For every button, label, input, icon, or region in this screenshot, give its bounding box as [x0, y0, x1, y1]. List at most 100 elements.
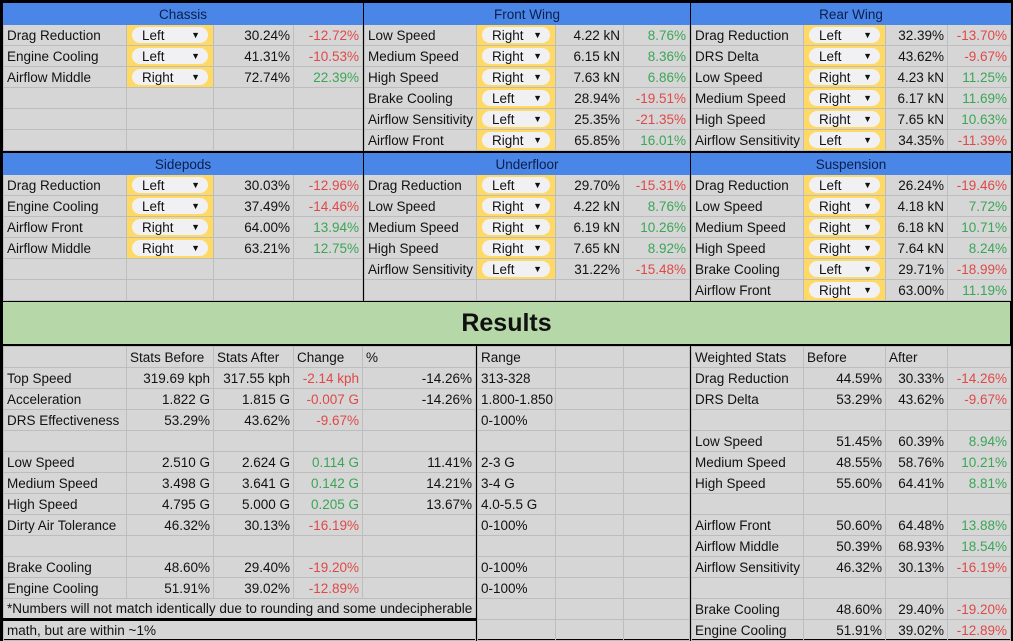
setting-label: Engine Cooling: [3, 195, 127, 217]
dropdown-arrow-icon[interactable]: ▼: [191, 50, 200, 61]
dropdown-arrow-icon[interactable]: ▼: [863, 134, 872, 145]
stats-cell: 53.29%: [126, 409, 214, 431]
panel-title: Rear Wing: [690, 3, 1012, 25]
range-cell: 0-100%: [477, 577, 556, 599]
table-row: Medium Speed Right ▼ 6.18 kN 10.71%: [691, 216, 1011, 238]
side-dropdown[interactable]: Left ▼: [476, 258, 556, 280]
table-row: Low Speed Right ▼ 4.23 kN 11.25%: [691, 66, 1012, 88]
side-dropdown[interactable]: Right ▼: [476, 24, 556, 46]
dropdown-arrow-icon[interactable]: ▼: [533, 263, 542, 274]
side-dropdown[interactable]: Right ▼: [126, 216, 214, 238]
side-dropdown[interactable]: Right ▼: [803, 237, 886, 259]
side-dropdown[interactable]: Right ▼: [476, 129, 556, 151]
empty-cell: [623, 346, 690, 368]
stats-cell: -9.67%: [293, 409, 363, 431]
side-dropdown[interactable]: Left ▼: [803, 24, 886, 46]
dropdown-arrow-icon[interactable]: ▼: [533, 200, 542, 211]
dropdown-arrow-icon[interactable]: ▼: [863, 242, 872, 253]
side-dropdown[interactable]: Right ▼: [126, 237, 214, 259]
dropdown-arrow-icon[interactable]: ▼: [533, 50, 542, 61]
dropdown-value: Right: [142, 69, 174, 85]
side-dropdown[interactable]: Right ▼: [126, 66, 214, 88]
table-row: Airflow Front Right ▼ 65.85% 16.01%: [364, 129, 691, 151]
side-dropdown[interactable]: Left ▼: [803, 45, 886, 67]
dropdown-arrow-icon[interactable]: ▼: [533, 29, 542, 40]
stats-cell: -2.14 kph: [293, 367, 363, 389]
empty-cell: [623, 430, 690, 452]
table-row: Airflow Sensitivity Left ▼ 34.35% -11.39%: [691, 129, 1012, 151]
table-row: Airflow Sensitivity 46.32% 30.13% -16.19%: [691, 556, 1011, 578]
dropdown-arrow-icon[interactable]: ▼: [533, 71, 542, 82]
dropdown-arrow-icon[interactable]: ▼: [191, 221, 200, 232]
table-row: 0-100%: [477, 409, 690, 431]
range-cell: 3-4 G: [477, 472, 556, 494]
stats-cell: 13.67%: [362, 493, 476, 515]
empty-cell: [213, 87, 294, 109]
dropdown-arrow-icon[interactable]: ▼: [863, 113, 872, 124]
side-dropdown[interactable]: Left ▼: [476, 108, 556, 130]
side-dropdown[interactable]: Right ▼: [476, 237, 556, 259]
value-cell: 31.22%: [555, 258, 624, 280]
side-dropdown[interactable]: Left ▼: [476, 174, 556, 196]
dropdown-arrow-icon[interactable]: ▼: [533, 221, 542, 232]
side-dropdown[interactable]: Right ▼: [803, 216, 886, 238]
stats-cell: [293, 535, 363, 557]
side-dropdown[interactable]: Left ▼: [126, 24, 214, 46]
side-dropdown[interactable]: Right ▼: [476, 216, 556, 238]
side-dropdown[interactable]: Right ▼: [803, 66, 886, 88]
dropdown-arrow-icon[interactable]: ▼: [191, 71, 200, 82]
side-dropdown[interactable]: Left ▼: [803, 174, 886, 196]
dropdown-arrow-icon[interactable]: ▼: [533, 134, 542, 145]
weighted-cell: [885, 493, 948, 515]
weighted-cell: [803, 409, 886, 431]
side-dropdown[interactable]: Right ▼: [803, 108, 886, 130]
dropdown-arrow-icon[interactable]: ▼: [863, 179, 872, 190]
dropdown-arrow-icon[interactable]: ▼: [863, 200, 872, 211]
stats-cell: 2.510 G: [126, 451, 214, 473]
value-cell: 4.23 kN: [885, 66, 948, 88]
weighted-cell: 46.32%: [803, 556, 886, 578]
dropdown-arrow-icon[interactable]: ▼: [533, 92, 542, 103]
dropdown-value: Right: [492, 27, 524, 43]
side-dropdown[interactable]: Right ▼: [476, 45, 556, 67]
dropdown-arrow-icon[interactable]: ▼: [863, 50, 872, 61]
dropdown-arrow-icon[interactable]: ▼: [863, 92, 872, 103]
change-cell: -18.99%: [947, 258, 1011, 280]
side-dropdown[interactable]: Right ▼: [803, 279, 886, 301]
dropdown-arrow-icon[interactable]: ▼: [533, 113, 542, 124]
side-dropdown[interactable]: Left ▼: [126, 45, 214, 67]
side-dropdown[interactable]: Left ▼: [476, 87, 556, 109]
change-cell: -15.31%: [622, 174, 691, 196]
dropdown-value: Right: [492, 69, 524, 85]
dropdown-value: Left: [142, 27, 165, 43]
dropdown-arrow-icon[interactable]: ▼: [191, 29, 200, 40]
range-cell: 0-100%: [477, 514, 556, 536]
weighted-cell: 64.48%: [885, 514, 948, 536]
dropdown-arrow-icon[interactable]: ▼: [863, 221, 872, 232]
table-row: Brake Cooling 48.60% 29.40% -19.20%: [3, 556, 476, 578]
dropdown-arrow-icon[interactable]: ▼: [863, 284, 872, 295]
empty-cell: [292, 129, 364, 151]
side-dropdown[interactable]: Right ▼: [803, 195, 886, 217]
side-dropdown[interactable]: Left ▼: [803, 258, 886, 280]
dropdown-arrow-icon[interactable]: ▼: [191, 242, 200, 253]
dropdown-value: Right: [492, 198, 524, 214]
change-cell: 11.25%: [946, 66, 1012, 88]
dropdown-arrow-icon[interactable]: ▼: [863, 71, 872, 82]
side-dropdown[interactable]: Right ▼: [476, 195, 556, 217]
dropdown-arrow-icon[interactable]: ▼: [863, 263, 872, 274]
dropdown-arrow-icon[interactable]: ▼: [533, 242, 542, 253]
side-dropdown[interactable]: Left ▼: [803, 129, 886, 151]
dropdown-arrow-icon[interactable]: ▼: [533, 179, 542, 190]
dropdown-arrow-icon[interactable]: ▼: [191, 200, 200, 211]
table-row: [477, 430, 690, 452]
side-dropdown[interactable]: Right ▼: [476, 66, 556, 88]
side-dropdown[interactable]: Left ▼: [126, 174, 214, 196]
side-dropdown[interactable]: Left ▼: [126, 195, 214, 217]
dropdown-arrow-icon[interactable]: ▼: [191, 179, 200, 190]
empty-cell: [623, 577, 690, 599]
dropdown-arrow-icon[interactable]: ▼: [863, 29, 872, 40]
empty-cell: [292, 279, 364, 301]
side-dropdown[interactable]: Right ▼: [803, 87, 886, 109]
table-row: Engine Cooling Left ▼ 37.49% -14.46%: [3, 195, 364, 217]
